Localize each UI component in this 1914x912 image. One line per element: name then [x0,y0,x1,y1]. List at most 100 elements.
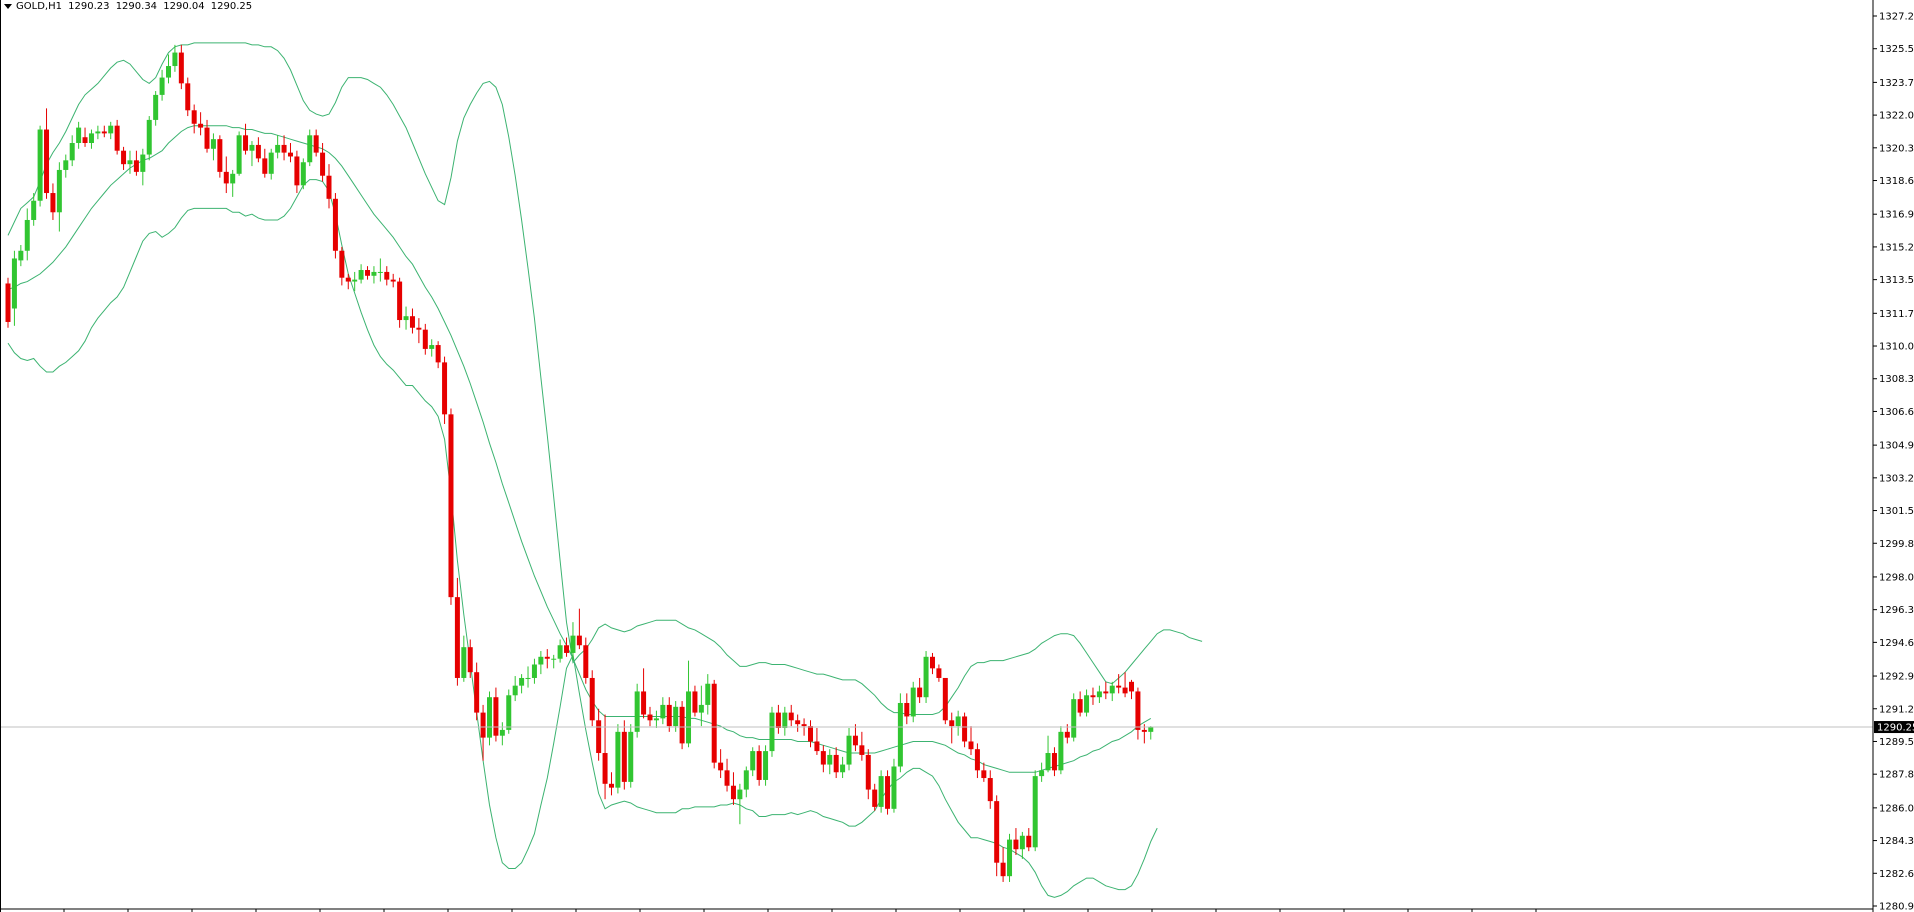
candle-body [615,731,621,788]
candle [191,104,197,134]
y-tick-label: 1299.80 [1879,539,1914,550]
candle [230,169,236,197]
y-tick-label: 1316.90 [1879,210,1914,221]
close-value: 1290.25 [210,1,253,12]
candle [332,193,338,259]
candle-body [326,175,332,199]
candle [570,622,576,661]
candle [371,266,377,284]
candle-body [31,200,37,220]
candle-body [955,716,961,727]
candle [647,706,653,727]
y-tick-label: 1291.20 [1879,704,1914,715]
candle-body [287,152,293,157]
candle-body [936,668,942,678]
candle [936,664,942,682]
y-tick-label: 1306.65 [1879,407,1914,418]
candle-body [705,683,711,705]
candle-body [962,716,968,742]
candle-body [1103,691,1109,694]
candle [172,44,178,72]
current-price-label: 1290.25 [1877,723,1914,734]
candle [608,772,614,796]
candle-body [146,119,152,155]
candle-body [576,635,582,646]
candle-body [910,687,916,717]
candle [833,747,839,779]
candle [628,724,634,788]
y-tick-label: 1323.75 [1879,78,1914,89]
candle-body [666,704,672,727]
candle [397,277,403,328]
y-tick-label: 1294.65 [1879,638,1914,649]
candle [320,143,326,182]
candle [487,691,492,746]
y-tick-label: 1298.05 [1879,572,1914,583]
candle-body [198,123,204,128]
candle [499,722,505,746]
candle [1103,681,1109,700]
candle [236,131,242,176]
candle [891,758,897,813]
candle [878,770,884,813]
y-tick-label: 1303.20 [1879,473,1914,484]
candle [910,681,916,723]
candle-body [878,776,884,807]
candle-body [275,144,281,153]
candle-body [512,685,518,696]
candle [422,323,428,355]
candle [429,339,435,357]
candle [576,608,582,650]
candle-body [692,691,698,713]
candle-body [384,271,390,280]
candle-body [1116,685,1122,688]
candle [987,770,993,809]
y-tick-label: 1296.35 [1879,605,1914,616]
dropdown-triangle-icon[interactable] [4,3,12,9]
candle-body [204,127,210,149]
candle [763,745,769,786]
candle [1051,747,1057,777]
y-tick-label: 1322.05 [1879,111,1914,122]
candle-body [872,789,878,807]
candle-body [1077,699,1083,713]
candle-body [345,277,351,282]
candle-body [827,754,833,765]
candle-body [621,731,627,782]
candle-body [108,125,114,134]
candle-body [544,656,550,659]
band-upper-line [7,42,1203,715]
candle-body [95,131,101,134]
candle [255,137,261,163]
candle-body [332,198,338,251]
candle [615,724,621,794]
candle [95,125,101,140]
y-tick-label: 1284.35 [1879,836,1914,847]
candle-body [493,697,499,736]
candle [262,148,268,178]
candle [506,689,512,734]
candle-body [1096,691,1102,698]
y-tick-label: 1286.05 [1879,803,1914,814]
candle [692,685,698,717]
candle [917,677,923,703]
candle-body [570,635,576,653]
candle-body [1148,727,1154,732]
candle [114,119,120,155]
candle-body [313,135,319,153]
candle-body [1071,699,1077,738]
candle-body [929,656,935,669]
candle-body [429,345,435,349]
candle-body [1135,691,1141,730]
candle-body [673,706,679,727]
candle-body [750,751,756,771]
candle-body [840,764,846,773]
candle-body [352,279,358,282]
candle [840,756,846,779]
candle [339,246,345,286]
candle-body [416,327,422,330]
candle [1116,674,1122,694]
